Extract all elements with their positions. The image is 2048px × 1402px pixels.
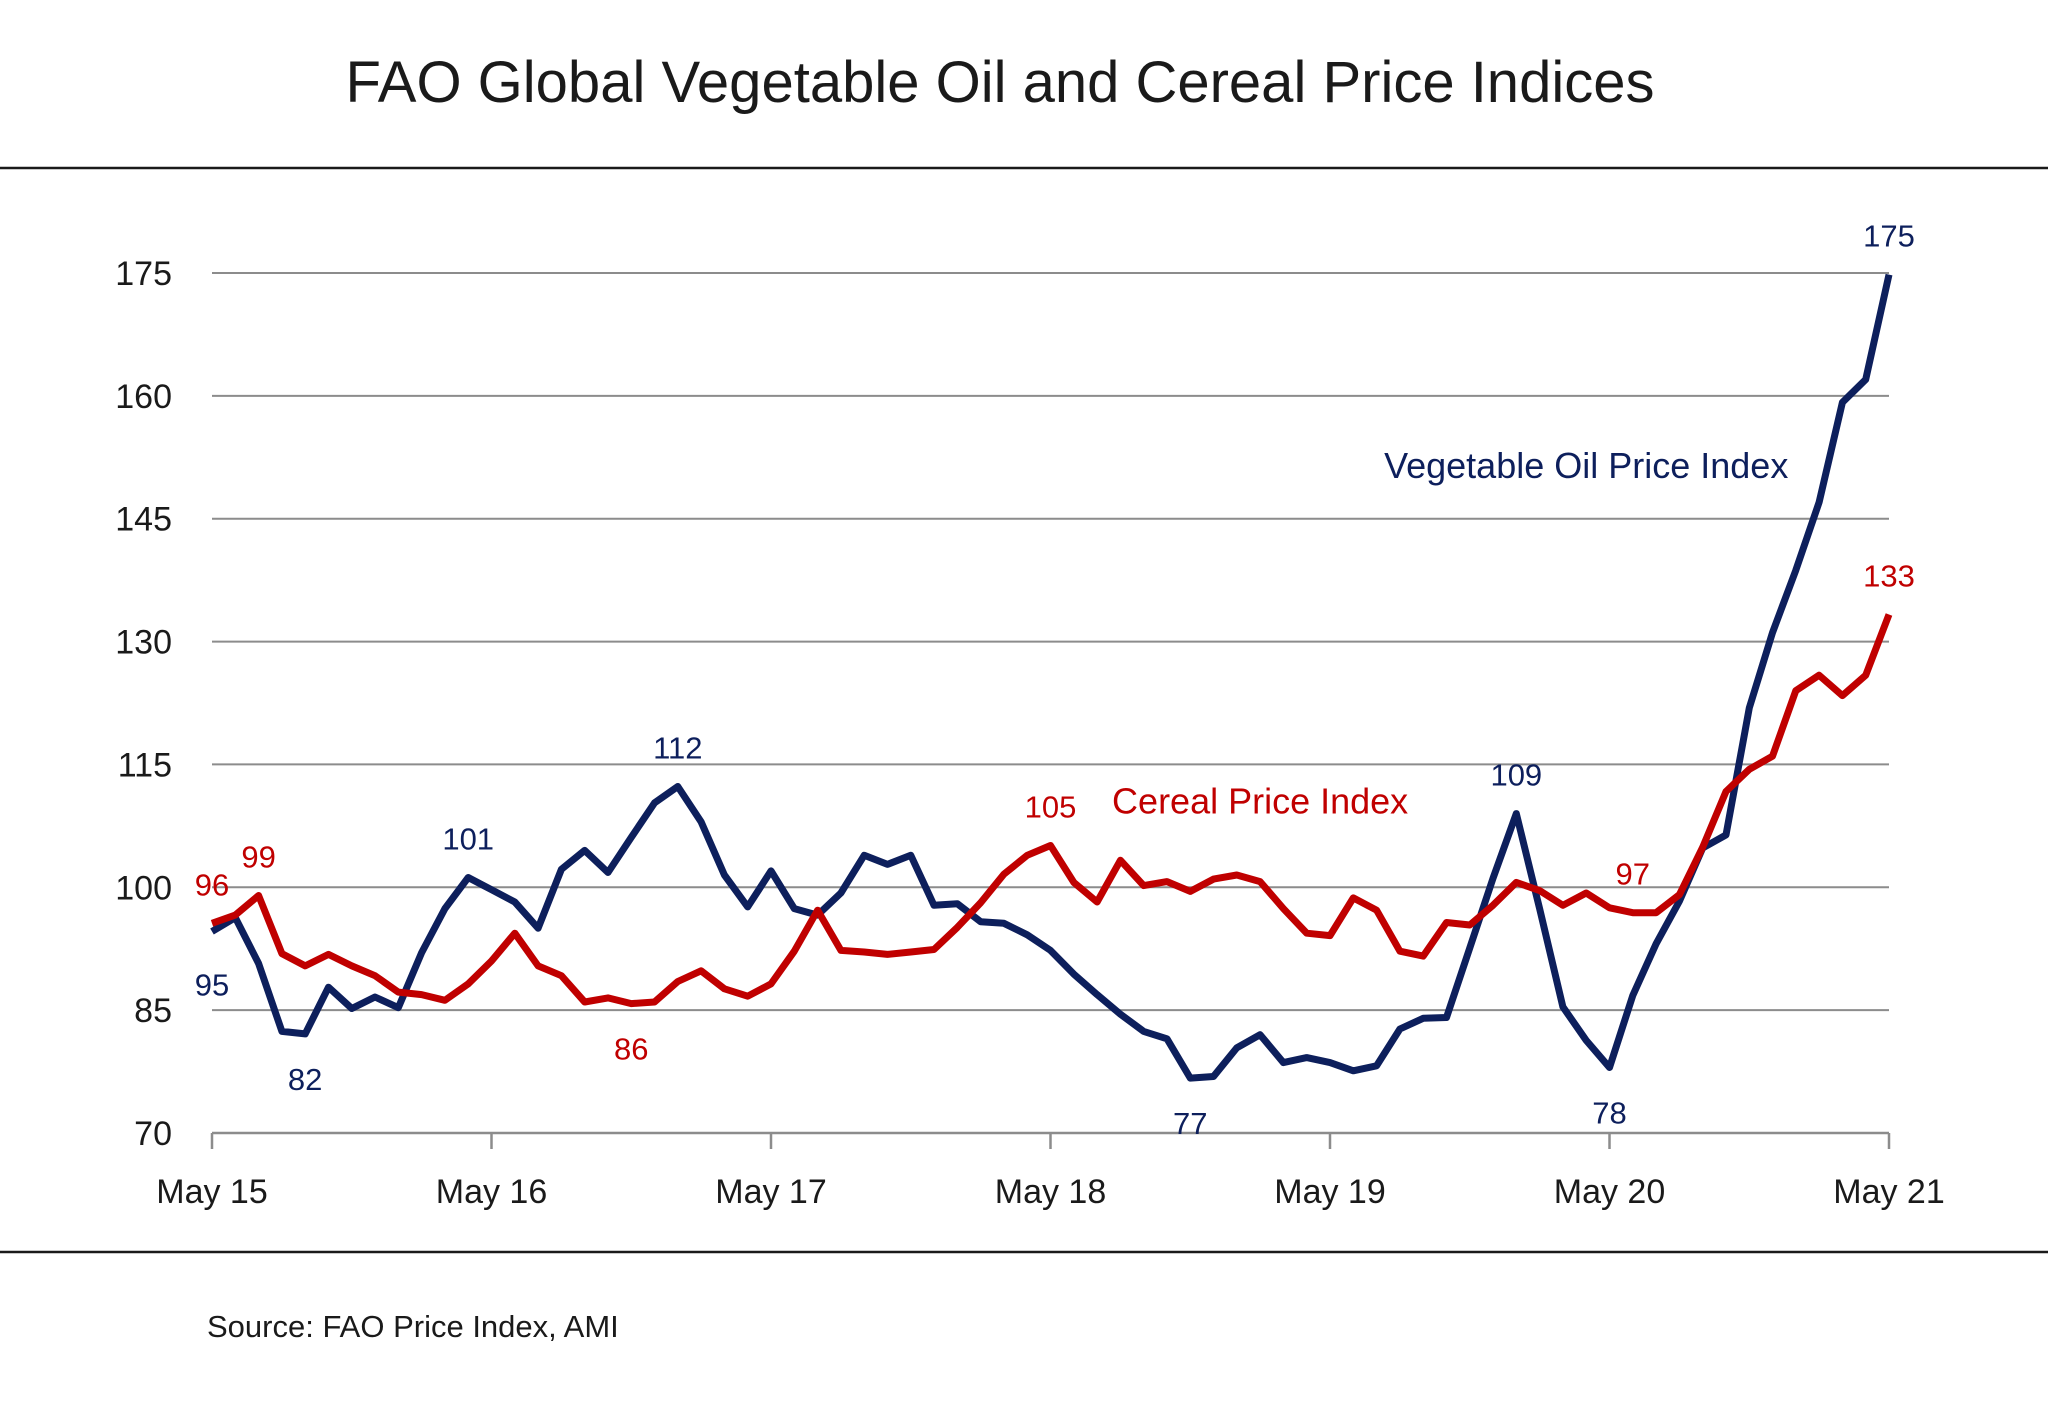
y-tick-label: 70 — [134, 1115, 172, 1153]
cereal-price-index-label: Cereal Price Index — [1112, 781, 1408, 822]
data-label: 109 — [1490, 758, 1542, 793]
y-tick-label: 175 — [115, 255, 172, 293]
data-label: 101 — [442, 821, 494, 856]
x-tick-label: May 18 — [995, 1173, 1107, 1211]
x-tick-label: May 21 — [1833, 1173, 1945, 1211]
x-tick-label: May 17 — [715, 1173, 827, 1211]
data-label: 77 — [1173, 1106, 1207, 1141]
data-label: 82 — [288, 1062, 322, 1097]
data-label: 95 — [195, 968, 229, 1003]
vegetable-oil-price-index-line — [210, 273, 1893, 1082]
series-lines — [210, 273, 1893, 1082]
data-label: 99 — [241, 839, 275, 874]
y-tick-label: 145 — [115, 501, 172, 539]
data-label: 105 — [1025, 790, 1077, 825]
data-label: 96 — [195, 867, 229, 902]
y-tick-label: 85 — [134, 992, 172, 1030]
y-tick-label: 160 — [115, 378, 172, 416]
cereal-price-index-line — [210, 613, 1893, 1008]
data-label: 112 — [653, 731, 702, 766]
axes: 70 85 100 115 130 145 160 175 May 15 May 16 May 17… — [115, 255, 1944, 1211]
x-tick-label: May 20 — [1554, 1173, 1666, 1211]
x-tick-label: May 15 — [156, 1173, 268, 1211]
data-label: 133 — [1863, 559, 1915, 594]
gridlines — [212, 272, 1889, 1012]
x-tick-label: May 16 — [436, 1173, 548, 1211]
data-label: 175 — [1863, 219, 1915, 254]
y-tick-label: 130 — [115, 624, 172, 662]
y-tick-label: 115 — [118, 746, 172, 784]
vegetable-oil-price-index-label: Vegetable Oil Price Index — [1384, 445, 1788, 486]
chart-title: FAO Global Vegetable Oil and Cereal Pric… — [346, 50, 1655, 115]
source-note: Source: FAO Price Index, AMI — [207, 1309, 619, 1344]
data-label: 97 — [1616, 857, 1650, 892]
data-label: 78 — [1592, 1095, 1626, 1130]
data-labels: Vegetable Oil Price Index Cereal Price In… — [195, 219, 1915, 1141]
y-tick-label: 100 — [115, 869, 172, 907]
x-tick-label: May 19 — [1274, 1173, 1386, 1211]
data-label: 86 — [614, 1032, 648, 1067]
